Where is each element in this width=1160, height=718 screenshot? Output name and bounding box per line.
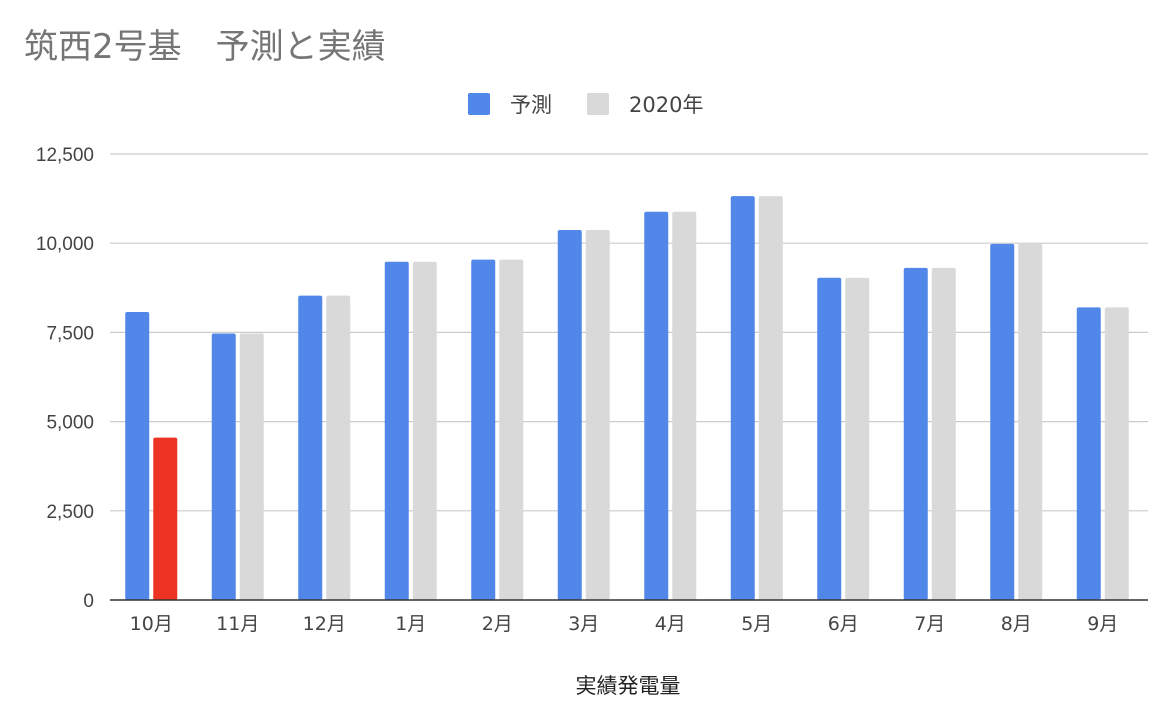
bar-forecast-8 [730, 196, 755, 600]
bar-forecast-1 [125, 312, 150, 600]
legend-label-forecast: 予測 [510, 93, 552, 117]
bar-actual-3 [326, 295, 351, 600]
x-tick-label: 2月 [482, 613, 513, 635]
x-tick-label: 1月 [395, 613, 426, 635]
gridlines [110, 153, 1148, 512]
bar-forecast-6 [557, 229, 582, 600]
legend-swatch-2020 [587, 93, 609, 115]
bar-actual-1 [153, 437, 178, 600]
bar-actual-5 [499, 259, 524, 600]
bar-forecast-10 [903, 267, 928, 600]
x-tick-label: 3月 [568, 613, 599, 635]
bar-actual-4 [412, 261, 437, 600]
x-tick-label: 10月 [130, 613, 173, 635]
bar-actual-8 [758, 196, 783, 600]
x-tick-label: 6月 [828, 613, 859, 635]
y-tick-label: 0 [83, 591, 94, 612]
y-tick-label: 2,500 [46, 502, 94, 523]
bar-actual-2 [239, 333, 264, 600]
x-tick-label: 12月 [303, 613, 346, 635]
y-tick-label: 7,500 [46, 323, 94, 344]
x-tick-label: 4月 [655, 613, 686, 635]
y-tick-label: 10,000 [36, 234, 94, 255]
bar-actual-6 [585, 229, 610, 600]
y-axis: 0 2,500 5,000 7,500 10,000 12,500 [36, 145, 94, 612]
bar-actual-7 [672, 211, 697, 600]
x-tick-label: 9月 [1087, 613, 1118, 635]
x-tick-label: 5月 [741, 613, 772, 635]
x-tick-label: 8月 [1001, 613, 1032, 635]
y-tick-label: 12,500 [36, 145, 94, 166]
bar-forecast-3 [298, 295, 323, 600]
bar-actual-12 [1104, 307, 1129, 600]
bar-forecast-7 [644, 211, 669, 600]
legend-label-2020: 2020年 [629, 93, 703, 117]
bar-forecast-2 [211, 333, 236, 600]
x-axis-label: 実績発電量 [576, 674, 681, 698]
bar-forecast-12 [1076, 307, 1101, 600]
x-axis: 10月 11月 12月 1月 2月 3月 4月 5月 6月 7月 8月 9月 [130, 613, 1119, 635]
bars [125, 196, 1129, 600]
bar-forecast-4 [384, 261, 409, 600]
x-tick-label: 7月 [914, 613, 945, 635]
bar-forecast-11 [990, 243, 1015, 600]
bar-actual-10 [931, 267, 956, 600]
legend-swatch-forecast [468, 93, 490, 115]
bar-forecast-5 [471, 259, 496, 600]
y-tick-label: 5,000 [46, 413, 94, 434]
bar-actual-11 [1018, 243, 1043, 600]
bar-forecast-9 [817, 277, 842, 600]
legend: 予測 2020年 [468, 93, 703, 117]
x-tick-label: 11月 [216, 613, 259, 635]
bar-actual-9 [845, 277, 870, 600]
chart-title: 筑西2号基 予測と実績 [24, 27, 386, 67]
